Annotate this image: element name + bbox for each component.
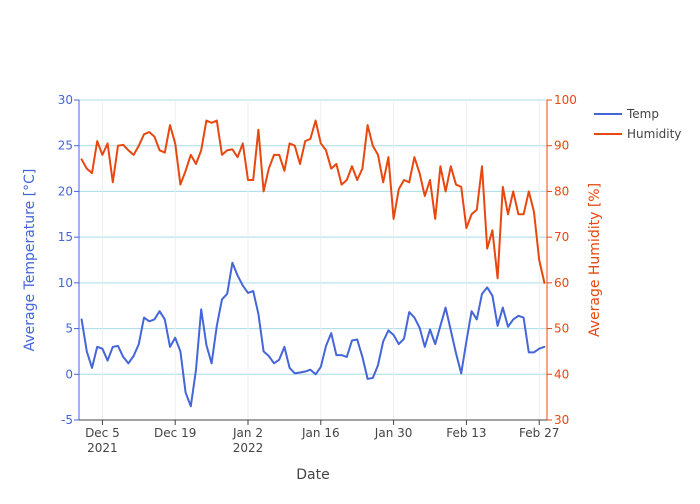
y2-axis-title: Average Humidity [%] <box>587 183 603 337</box>
legend-label: Temp <box>626 107 659 121</box>
x-axis-title: Date <box>296 467 329 483</box>
y2-tick-label: 40 <box>554 367 569 381</box>
x-tick-label: Dec 5 <box>85 426 120 440</box>
y2-tick-label: 80 <box>554 184 569 198</box>
legend-item-temp[interactable]: Temp <box>594 107 659 121</box>
x-tick-label: Dec 19 <box>154 426 196 440</box>
y1-tick-label: 10 <box>58 276 73 290</box>
series-layer <box>80 119 546 408</box>
y1-tick-label: 5 <box>65 322 73 336</box>
y2-tick-label: 70 <box>554 230 569 244</box>
y2-tick-label: 50 <box>554 322 569 336</box>
y1-tick-label: -5 <box>61 413 73 427</box>
legend-item-humidity[interactable]: Humidity <box>594 127 681 141</box>
x-tick-sublabel: 2022 <box>233 441 264 455</box>
x-tick-label: Jan 2 <box>232 426 263 440</box>
y1-tick-label: 15 <box>58 230 73 244</box>
x-tick-label: Feb 13 <box>446 426 486 440</box>
series-line-humidity <box>80 119 546 284</box>
x-tick-label: Feb 27 <box>519 426 559 440</box>
y1-tick-label: 20 <box>58 184 73 198</box>
x-tick-label: Jan 30 <box>374 426 413 440</box>
y2-tick-label: 100 <box>554 93 577 107</box>
x-tick-label: Jan 16 <box>301 426 340 440</box>
y2-tick-label: 60 <box>554 276 569 290</box>
y1-tick-label: 0 <box>65 367 73 381</box>
y2-tick-label: 90 <box>554 139 569 153</box>
x-tick-sublabel: 2021 <box>87 441 118 455</box>
y1-tick-label: 30 <box>58 93 73 107</box>
legend[interactable]: Temp Humidity <box>594 107 681 141</box>
y2-tick-label: 30 <box>554 413 569 427</box>
y1-axis-title: Average Temperature [°C] <box>22 169 38 352</box>
legend-label: Humidity <box>627 127 681 141</box>
series-line-temp <box>80 261 546 408</box>
y1-tick-label: 25 <box>58 139 73 153</box>
